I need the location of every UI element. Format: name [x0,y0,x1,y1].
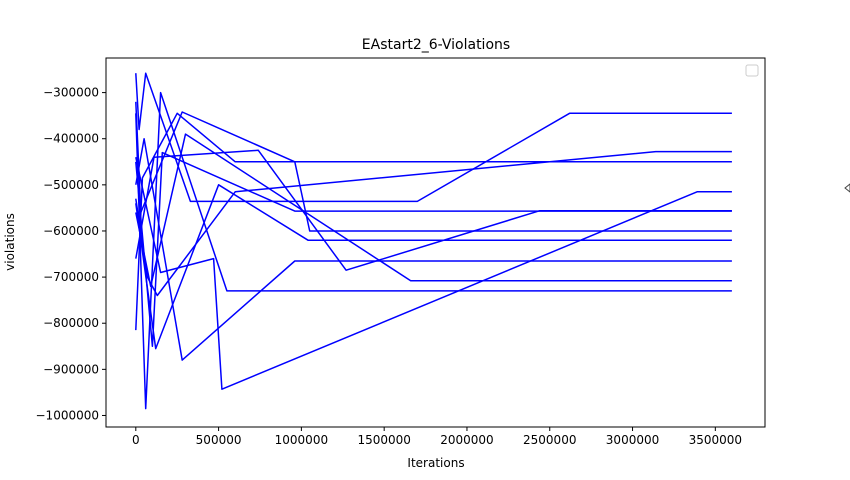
x-tick-label: 3500000 [689,433,742,447]
x-axis-label: Iterations [407,456,464,470]
y-tick-label: −900000 [43,362,99,376]
series-line-2 [135,101,732,232]
series-line-3 [135,91,732,410]
series-line-5 [135,112,732,331]
y-tick-label: −700000 [43,270,99,284]
y-tick-label: −800000 [43,316,99,330]
nav-arrow-icon[interactable] [844,183,850,193]
x-tick-label: 1500000 [357,433,410,447]
y-tick-label: −300000 [43,86,99,100]
x-tick-label: 500000 [196,433,242,447]
y-axis-ticks: −300000 −400000 −500000 −600000 −700000 −8000… [36,86,106,422]
y-axis-label: violations [3,213,17,271]
chart-title: EAstart2_6-Violations [362,37,510,53]
y-tick-label: −600000 [43,224,99,238]
x-tick-label: 3000000 [606,433,659,447]
series-line-9 [135,184,732,350]
series-line-1 [135,72,732,203]
plot-frame [105,57,766,428]
x-tick-label: 2000000 [440,433,493,447]
series-lines [135,72,732,410]
series-line-7 [135,137,732,361]
x-axis-ticks: 0 500000 1000000 1500000 2000000 2500000 30000… [132,427,742,447]
series-line-11 [135,157,732,390]
x-tick-label: 2500000 [523,433,576,447]
y-tick-label: −500000 [43,178,99,192]
y-tick-label: −400000 [43,132,99,146]
x-tick-label: 0 [132,433,140,447]
series-line-10 [135,149,732,271]
x-tick-label: 1000000 [275,433,328,447]
y-tick-label: −1000000 [36,408,100,422]
legend-box [745,64,759,77]
